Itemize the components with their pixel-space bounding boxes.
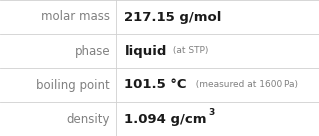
Text: 1.094 g/cm: 1.094 g/cm xyxy=(124,112,207,126)
Text: 217.15 g/mol: 217.15 g/mol xyxy=(124,10,222,24)
Text: 101.5 °C: 101.5 °C xyxy=(124,78,187,92)
Text: 3: 3 xyxy=(209,108,215,117)
Text: (measured at 1600 Pa): (measured at 1600 Pa) xyxy=(190,81,298,89)
Text: (at STP): (at STP) xyxy=(170,47,208,55)
Text: density: density xyxy=(67,112,110,126)
Text: phase: phase xyxy=(74,44,110,58)
Text: liquid: liquid xyxy=(124,44,167,58)
Text: boiling point: boiling point xyxy=(36,78,110,92)
Text: molar mass: molar mass xyxy=(41,10,110,24)
